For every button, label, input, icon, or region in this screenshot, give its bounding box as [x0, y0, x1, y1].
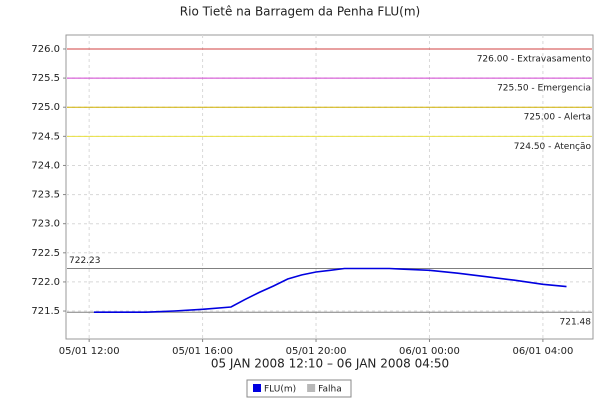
y-tick-label: 721.5 — [31, 306, 60, 317]
y-tick-label: 725.5 — [31, 73, 60, 84]
chart-title: Rio Tietê na Barragem da Penha FLU(m) — [180, 5, 420, 19]
y-tick-label: 722.0 — [31, 277, 60, 288]
marker-label: 722.23 — [69, 256, 101, 266]
marker-label: 725.00 - Alerta — [524, 113, 591, 123]
x-tick-label: 05/01 16:00 — [172, 346, 233, 357]
marker-label: 721.48 — [560, 318, 592, 328]
legend-label: FLU(m) — [264, 385, 296, 395]
y-tick-label: 722.5 — [31, 248, 60, 259]
marker-label: 725.50 - Emergencia — [497, 84, 591, 94]
legend-swatch — [253, 384, 261, 392]
x-tick-label: 06/01 00:00 — [399, 346, 460, 357]
y-tick-label: 724.0 — [31, 160, 60, 171]
y-tick-label: 723.0 — [31, 219, 60, 230]
x-tick-label: 05/01 12:00 — [59, 346, 120, 357]
y-tick-label: 725.0 — [31, 102, 60, 113]
y-tick-label: 724.5 — [31, 131, 60, 142]
marker-label: 726.00 - Extravasamento — [477, 54, 592, 64]
legend-box — [246, 379, 352, 398]
plot-area — [65, 34, 594, 340]
x-axis-subtitle: 05 JAN 2008 12:10 – 06 JAN 2008 04:50 — [211, 357, 449, 371]
y-tick-label: 726.0 — [31, 44, 60, 55]
x-tick-label: 05/01 20:00 — [286, 346, 347, 357]
series-line — [93, 267, 567, 313]
marker-label: 724.50 - Atenção — [514, 142, 592, 152]
legend-swatch — [307, 384, 316, 392]
legend-label: Falha — [318, 385, 342, 395]
x-tick-label: 06/01 04:00 — [512, 346, 573, 357]
y-tick-label: 723.5 — [31, 190, 60, 201]
